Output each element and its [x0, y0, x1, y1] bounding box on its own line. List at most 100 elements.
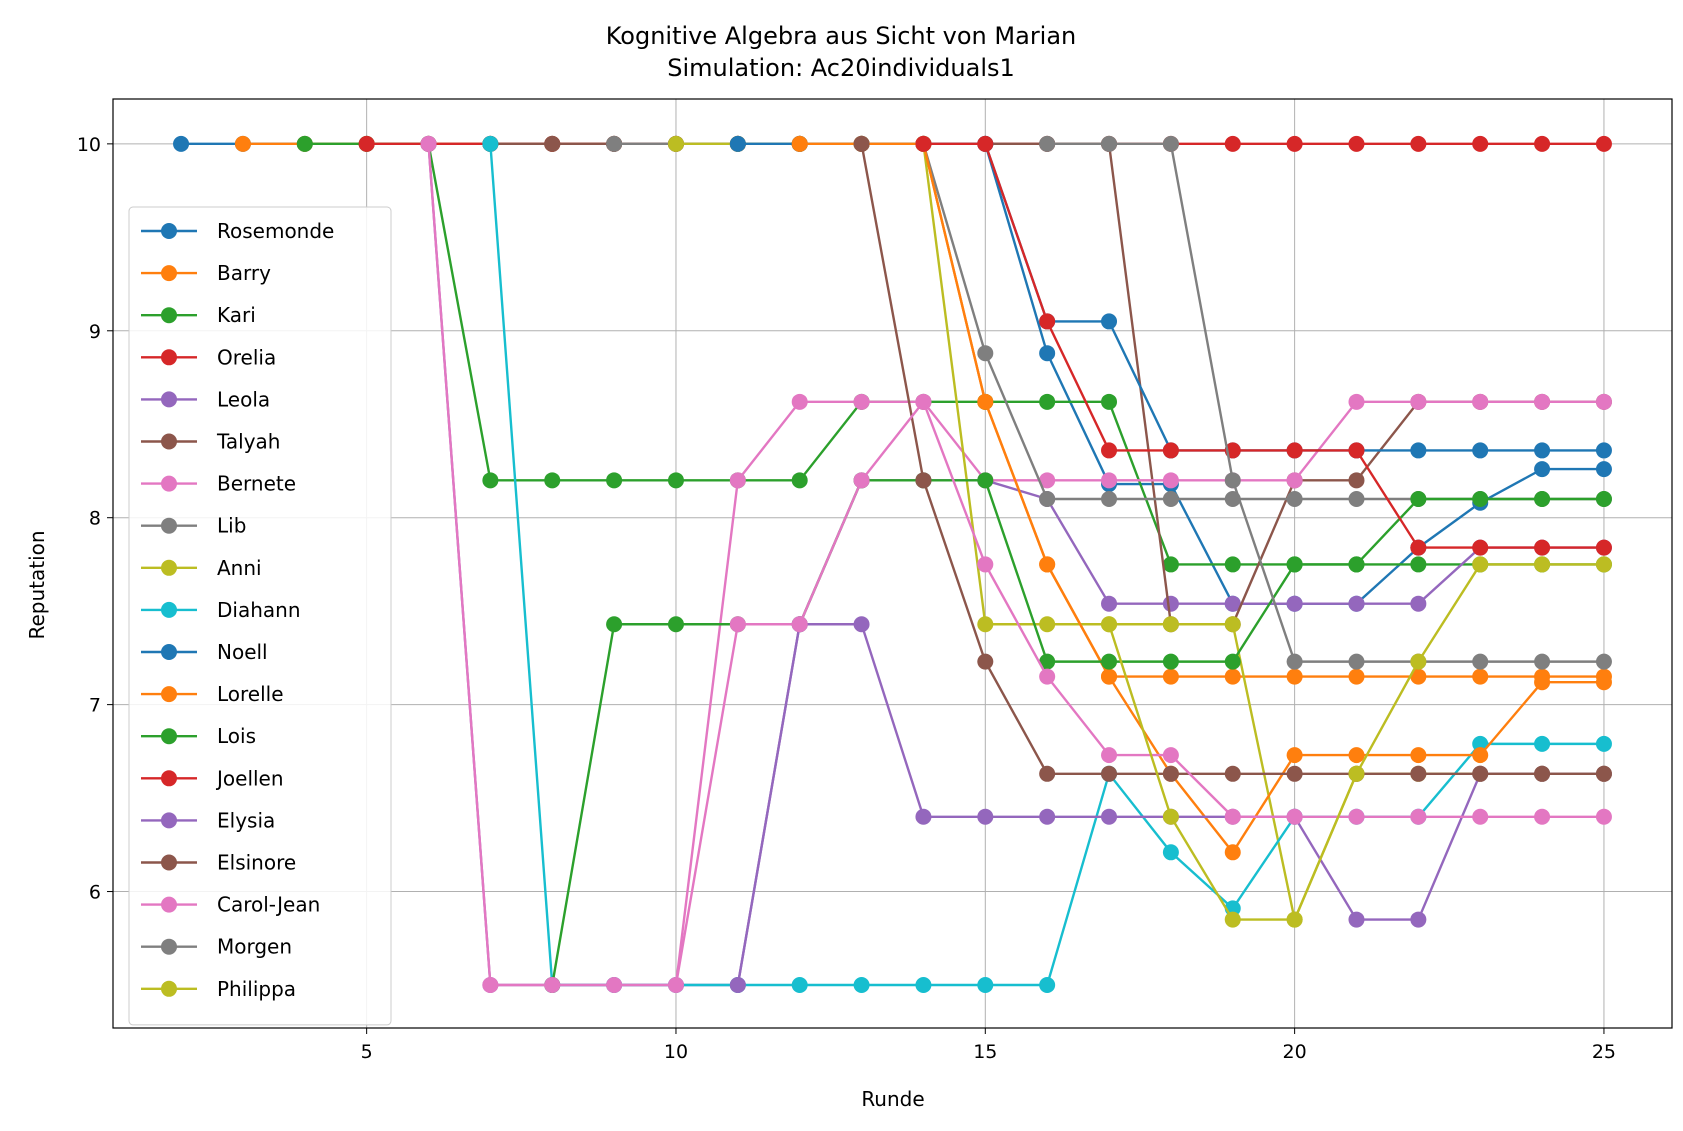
data-point — [1348, 765, 1365, 782]
series-carol-jean — [420, 135, 1612, 994]
legend-marker — [161, 896, 177, 913]
series-line — [181, 142, 1604, 605]
legend-item: Philippa — [141, 977, 296, 1001]
legend-label: Lib — [217, 514, 246, 538]
data-point — [1534, 135, 1551, 152]
data-point — [1410, 765, 1427, 782]
data-point — [1224, 653, 1241, 670]
legend-item: Bernete — [141, 472, 296, 496]
y-axis: 6 7 8 9 10 — [77, 134, 113, 904]
series-noell — [729, 135, 1612, 459]
legend-marker — [161, 517, 177, 534]
data-point — [977, 393, 994, 410]
data-point — [482, 977, 499, 994]
data-point — [1101, 442, 1118, 459]
legend-label: Lois — [217, 724, 256, 748]
legend-item: Leola — [141, 387, 270, 411]
data-point — [1039, 313, 1056, 330]
data-point — [1039, 977, 1056, 994]
data-point — [1039, 472, 1056, 489]
x-tick-label: 10 — [664, 1041, 688, 1063]
data-point — [1224, 556, 1241, 573]
data-point — [1595, 393, 1612, 410]
x-tick-label: 5 — [361, 1041, 373, 1063]
legend-item: Elysia — [141, 808, 275, 832]
data-point — [1101, 616, 1118, 633]
data-point — [1348, 747, 1365, 764]
data-point — [729, 135, 746, 152]
legend-marker — [161, 812, 177, 829]
series-line — [799, 142, 1604, 855]
legend-marker — [161, 475, 177, 492]
data-point — [1162, 595, 1179, 612]
data-point — [1410, 653, 1427, 670]
legend-item: Anni — [141, 556, 262, 580]
data-point — [1534, 556, 1551, 573]
legend-marker — [161, 223, 177, 239]
legend-label: Talyah — [216, 430, 281, 454]
data-point — [729, 616, 746, 633]
plot-area — [112, 98, 1673, 1029]
data-point — [1472, 393, 1489, 410]
legend-label: Kari — [217, 303, 256, 327]
legend-item: Kari — [141, 303, 256, 327]
data-point — [1101, 393, 1118, 410]
data-point — [977, 345, 994, 362]
data-point — [1348, 393, 1365, 410]
data-point — [977, 977, 994, 994]
data-point — [1595, 539, 1612, 556]
data-point — [482, 472, 499, 489]
x-axis-label: Runde — [861, 1087, 924, 1111]
data-point — [729, 977, 746, 994]
legend-item: Lib — [141, 514, 246, 538]
data-point — [853, 977, 870, 994]
y-tick-label: 8 — [89, 508, 101, 530]
data-point — [1162, 616, 1179, 633]
data-point — [791, 393, 808, 410]
data-point — [1101, 313, 1118, 330]
data-point — [1286, 595, 1303, 612]
data-point — [1348, 653, 1365, 670]
data-point — [1534, 653, 1551, 670]
data-point — [1101, 765, 1118, 782]
data-point — [1472, 442, 1489, 459]
data-point — [1595, 674, 1612, 691]
data-point — [1101, 472, 1118, 489]
data-point — [1286, 556, 1303, 573]
data-point — [482, 135, 499, 152]
data-point — [1410, 442, 1427, 459]
series-joellen — [915, 135, 1612, 556]
data-point — [1101, 808, 1118, 825]
data-point — [977, 556, 994, 573]
legend-item: Talyah — [141, 430, 281, 454]
legend-marker — [161, 770, 177, 787]
data-point — [1286, 472, 1303, 489]
data-point — [1039, 491, 1056, 508]
data-point — [1039, 808, 1056, 825]
data-point — [1595, 653, 1612, 670]
data-point — [1162, 491, 1179, 508]
legend-label: Rosemonde — [217, 219, 334, 243]
data-point — [1101, 668, 1118, 685]
legend-label: Lorelle — [217, 682, 284, 706]
data-point — [234, 135, 251, 152]
data-point — [544, 977, 561, 994]
data-point — [1039, 556, 1056, 573]
data-point — [1534, 442, 1551, 459]
data-point — [1410, 556, 1427, 573]
data-point — [915, 977, 932, 994]
y-axis-label: Reputation — [25, 530, 49, 639]
data-point — [606, 472, 623, 489]
data-point — [853, 393, 870, 410]
data-point — [1348, 911, 1365, 928]
series-bernete — [544, 393, 1612, 994]
data-point — [1286, 911, 1303, 928]
series-line — [552, 400, 1604, 987]
legend: Rosemonde Barry Kari Orelia Leola Talyah Berne… — [128, 206, 392, 1026]
data-point — [1286, 808, 1303, 825]
legend-item: Elsinore — [141, 851, 296, 875]
data-point — [1348, 808, 1365, 825]
data-point — [791, 135, 808, 152]
data-point — [1039, 345, 1056, 362]
